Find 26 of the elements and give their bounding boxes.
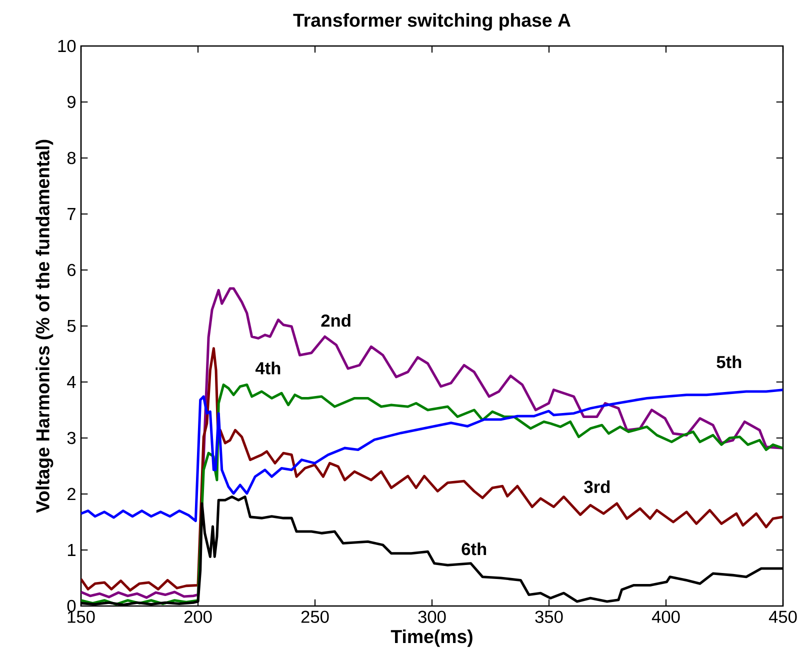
series-label: 3rd xyxy=(584,480,610,494)
x-tick-label: 250 xyxy=(301,610,329,623)
y-tick-label: 7 xyxy=(68,208,76,220)
y-tick-label: 9 xyxy=(67,96,76,108)
x-tick-label: 450 xyxy=(768,610,797,623)
y-tick-label: 2 xyxy=(68,488,76,500)
y-tick-label: 8 xyxy=(67,152,76,164)
x-tick-label: 200 xyxy=(184,610,212,623)
y-tick-label: 6 xyxy=(68,264,76,276)
y-tick-label: 1 xyxy=(68,544,76,556)
y-tick-label: 3 xyxy=(67,432,76,444)
y-tick-label: 4 xyxy=(67,376,76,388)
x-axis-title: Time(ms) xyxy=(390,629,472,647)
y-axis-title: Voltage Harmonics (% of the fundamental) xyxy=(36,140,54,513)
chart-title: Transformer switching phase A xyxy=(293,13,570,31)
series-label: 2nd xyxy=(321,314,350,327)
x-tick-label: 300 xyxy=(418,610,446,623)
y-tick-label: 0 xyxy=(67,600,76,612)
x-tick-label: 150 xyxy=(68,610,95,623)
series-label: 5th xyxy=(716,355,742,368)
series-label: 6th xyxy=(462,542,486,556)
x-tick-label: 350 xyxy=(535,610,563,623)
x-tick-label: 400 xyxy=(652,610,680,623)
series-label: 4th xyxy=(255,362,280,374)
y-tick-label: 5 xyxy=(67,320,76,332)
y-tick-label: 10 xyxy=(58,40,76,52)
